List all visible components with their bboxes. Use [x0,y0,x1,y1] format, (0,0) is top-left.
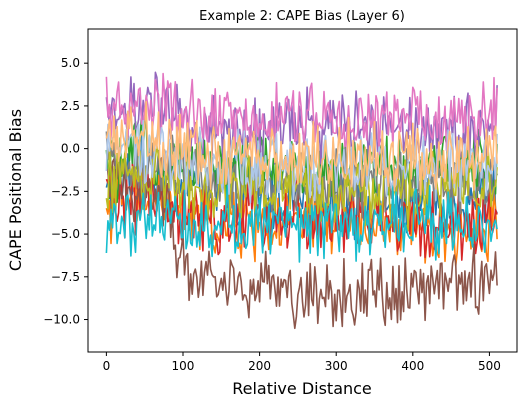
y-axis: 5.0 2.5 0.0 −2.5 −5.0 −7.5 −10.0 [43,56,88,327]
x-tick-label: 200 [248,359,271,373]
x-tick-label: 100 [172,359,195,373]
x-tick-label: 300 [325,359,348,373]
y-tick-label: 5.0 [61,56,80,70]
x-axis: 0 100 200 300 400 500 [103,352,501,373]
y-axis-label: CAPE Positional Bias [6,109,25,271]
series-line [105,157,498,330]
y-tick-label: −10.0 [43,313,80,327]
y-tick-label: −7.5 [51,270,80,284]
y-tick-label: −2.5 [51,184,80,198]
x-tick-label: 400 [401,359,424,373]
y-tick-label: 2.5 [61,99,80,113]
y-tick-label: 0.0 [61,142,80,156]
y-tick-label: −5.0 [51,227,80,241]
x-axis-label: Relative Distance [232,379,372,398]
series-line [105,72,498,157]
x-tick-label: 500 [478,359,501,373]
chart-title: Example 2: CAPE Bias (Layer 6) [199,9,405,24]
series-line [105,184,498,263]
plot-frame [87,28,518,353]
series-line [105,100,498,196]
plot-lines [105,71,498,330]
x-tick-label: 0 [103,359,111,373]
